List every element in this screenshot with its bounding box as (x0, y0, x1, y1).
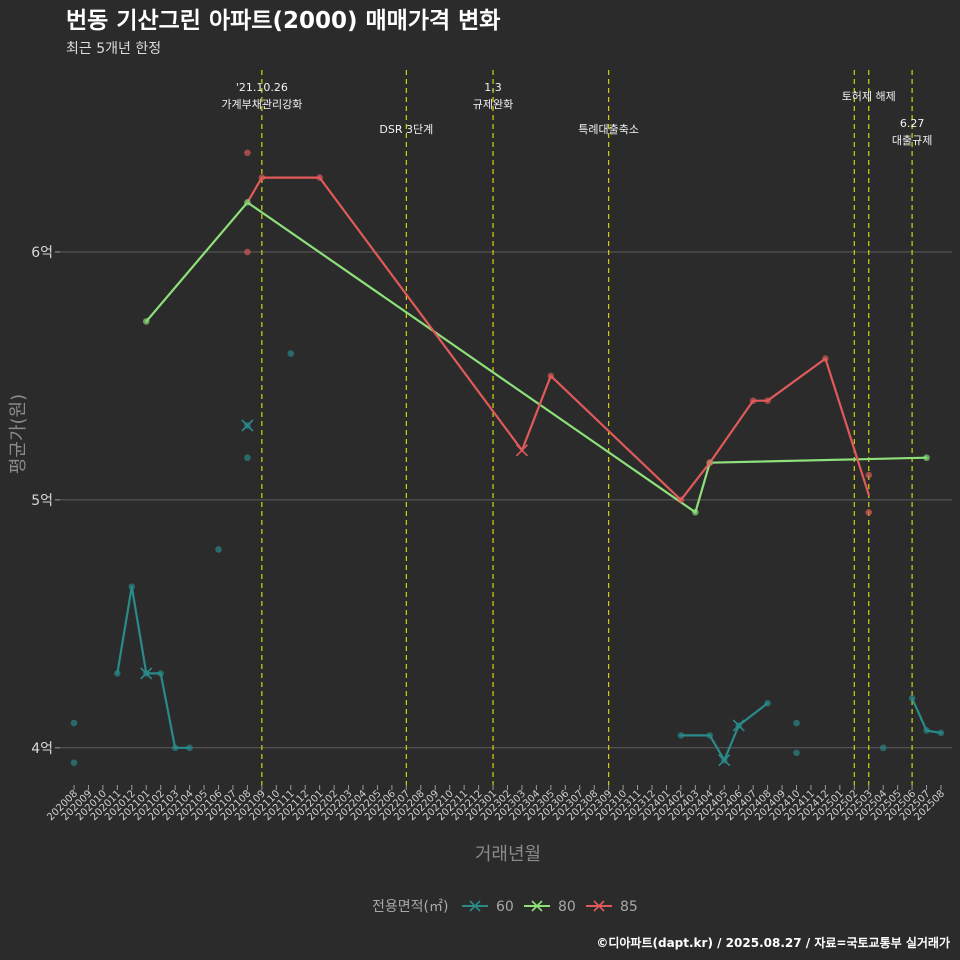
event-label: 대출규제 (892, 134, 932, 147)
source-caption: ©디아파트(dapt.kr) / 2025.08.27 / 자료=국토교통부 실… (596, 935, 950, 950)
gridlines (60, 251, 952, 749)
data-point-60 (793, 749, 800, 757)
series-line-85 (246, 176, 870, 501)
event-label: 토허제 해제 (842, 89, 896, 103)
data-point-60 (937, 729, 945, 737)
series-crosses (140, 419, 745, 767)
data-point-60 (157, 670, 164, 677)
data-point-60 (923, 727, 930, 734)
data-point-80 (692, 508, 699, 516)
x-axis: 2020082020092020102020112020122021012021… (45, 785, 947, 823)
data-point-85 (764, 397, 771, 405)
data-point-60 (114, 670, 121, 677)
legend-key-cross-85 (593, 900, 605, 912)
data-point-80 (142, 318, 150, 325)
legend-label-85: 85 (620, 899, 638, 915)
legend-items: 60 80 85 (462, 899, 638, 915)
legend-label-60: 60 (496, 899, 514, 915)
data-point-60 (908, 694, 916, 702)
event-label: 6.27 (900, 117, 925, 130)
legend-label-80: 80 (558, 899, 576, 915)
data-point-60 (706, 732, 714, 739)
cross-marker-85 (515, 444, 529, 457)
data-point-60 (70, 759, 78, 766)
legend: 전용면적(㎡) 60 80 85 (372, 899, 638, 915)
event-label: 특례대출축소 (578, 123, 639, 136)
y-tick-label: 5억 (31, 493, 53, 509)
series-points (70, 149, 945, 766)
data-point-60 (793, 719, 800, 727)
data-point-85 (749, 397, 757, 405)
data-point-80 (244, 199, 251, 206)
data-point-85 (244, 248, 251, 256)
data-point-60 (128, 583, 136, 590)
legend-key-cross-60 (469, 900, 481, 912)
data-point-85 (547, 372, 555, 380)
data-point-60 (879, 744, 887, 752)
event-label: 가계부채관리강화 (221, 98, 302, 111)
chart-subtitle: 최근 5개년 한정 (66, 41, 161, 57)
y-tick-label: 6억 (31, 245, 53, 261)
cross-marker-60 (241, 419, 254, 432)
y-tick-label: 4억 (31, 741, 53, 757)
data-point-85 (865, 508, 873, 516)
data-point-85 (258, 174, 266, 181)
data-point-60 (287, 350, 295, 357)
cross-marker-60 (732, 719, 745, 732)
data-point-85 (865, 471, 873, 479)
y-axis-title: 평균가(원) (8, 394, 29, 474)
data-point-60 (186, 744, 193, 752)
event-label: 규제완화 (473, 98, 513, 111)
data-point-60 (70, 719, 78, 727)
legend-key-cross-80 (531, 900, 543, 912)
data-point-80 (923, 454, 930, 462)
event-label: DSR 3단계 (379, 123, 433, 136)
event-label: '21.10.26 (236, 81, 288, 94)
data-point-85 (822, 355, 829, 362)
y-axis: 4억 5억 6억 (31, 245, 60, 757)
data-point-85 (316, 174, 323, 181)
series-line-60 (116, 585, 191, 749)
series-line-60 (679, 702, 769, 762)
data-point-85 (244, 149, 251, 157)
data-point-85 (706, 459, 714, 466)
data-point-60 (215, 546, 222, 553)
data-point-60 (171, 744, 179, 752)
cross-marker-60 (140, 667, 153, 680)
series-line-80 (145, 201, 928, 514)
legend-title: 전용면적(㎡) (372, 899, 448, 915)
chart-title: 번동 기산그린 아파트(2000) 매매가격 변화 (66, 8, 500, 34)
series-lines (116, 176, 943, 762)
data-point-60 (764, 699, 771, 707)
data-point-60 (244, 454, 251, 462)
x-axis-title: 거래년월 (475, 844, 541, 865)
cross-marker-60 (718, 754, 731, 767)
data-point-60 (677, 732, 685, 739)
data-point-85 (677, 496, 685, 504)
event-label: 1.3 (484, 81, 502, 94)
